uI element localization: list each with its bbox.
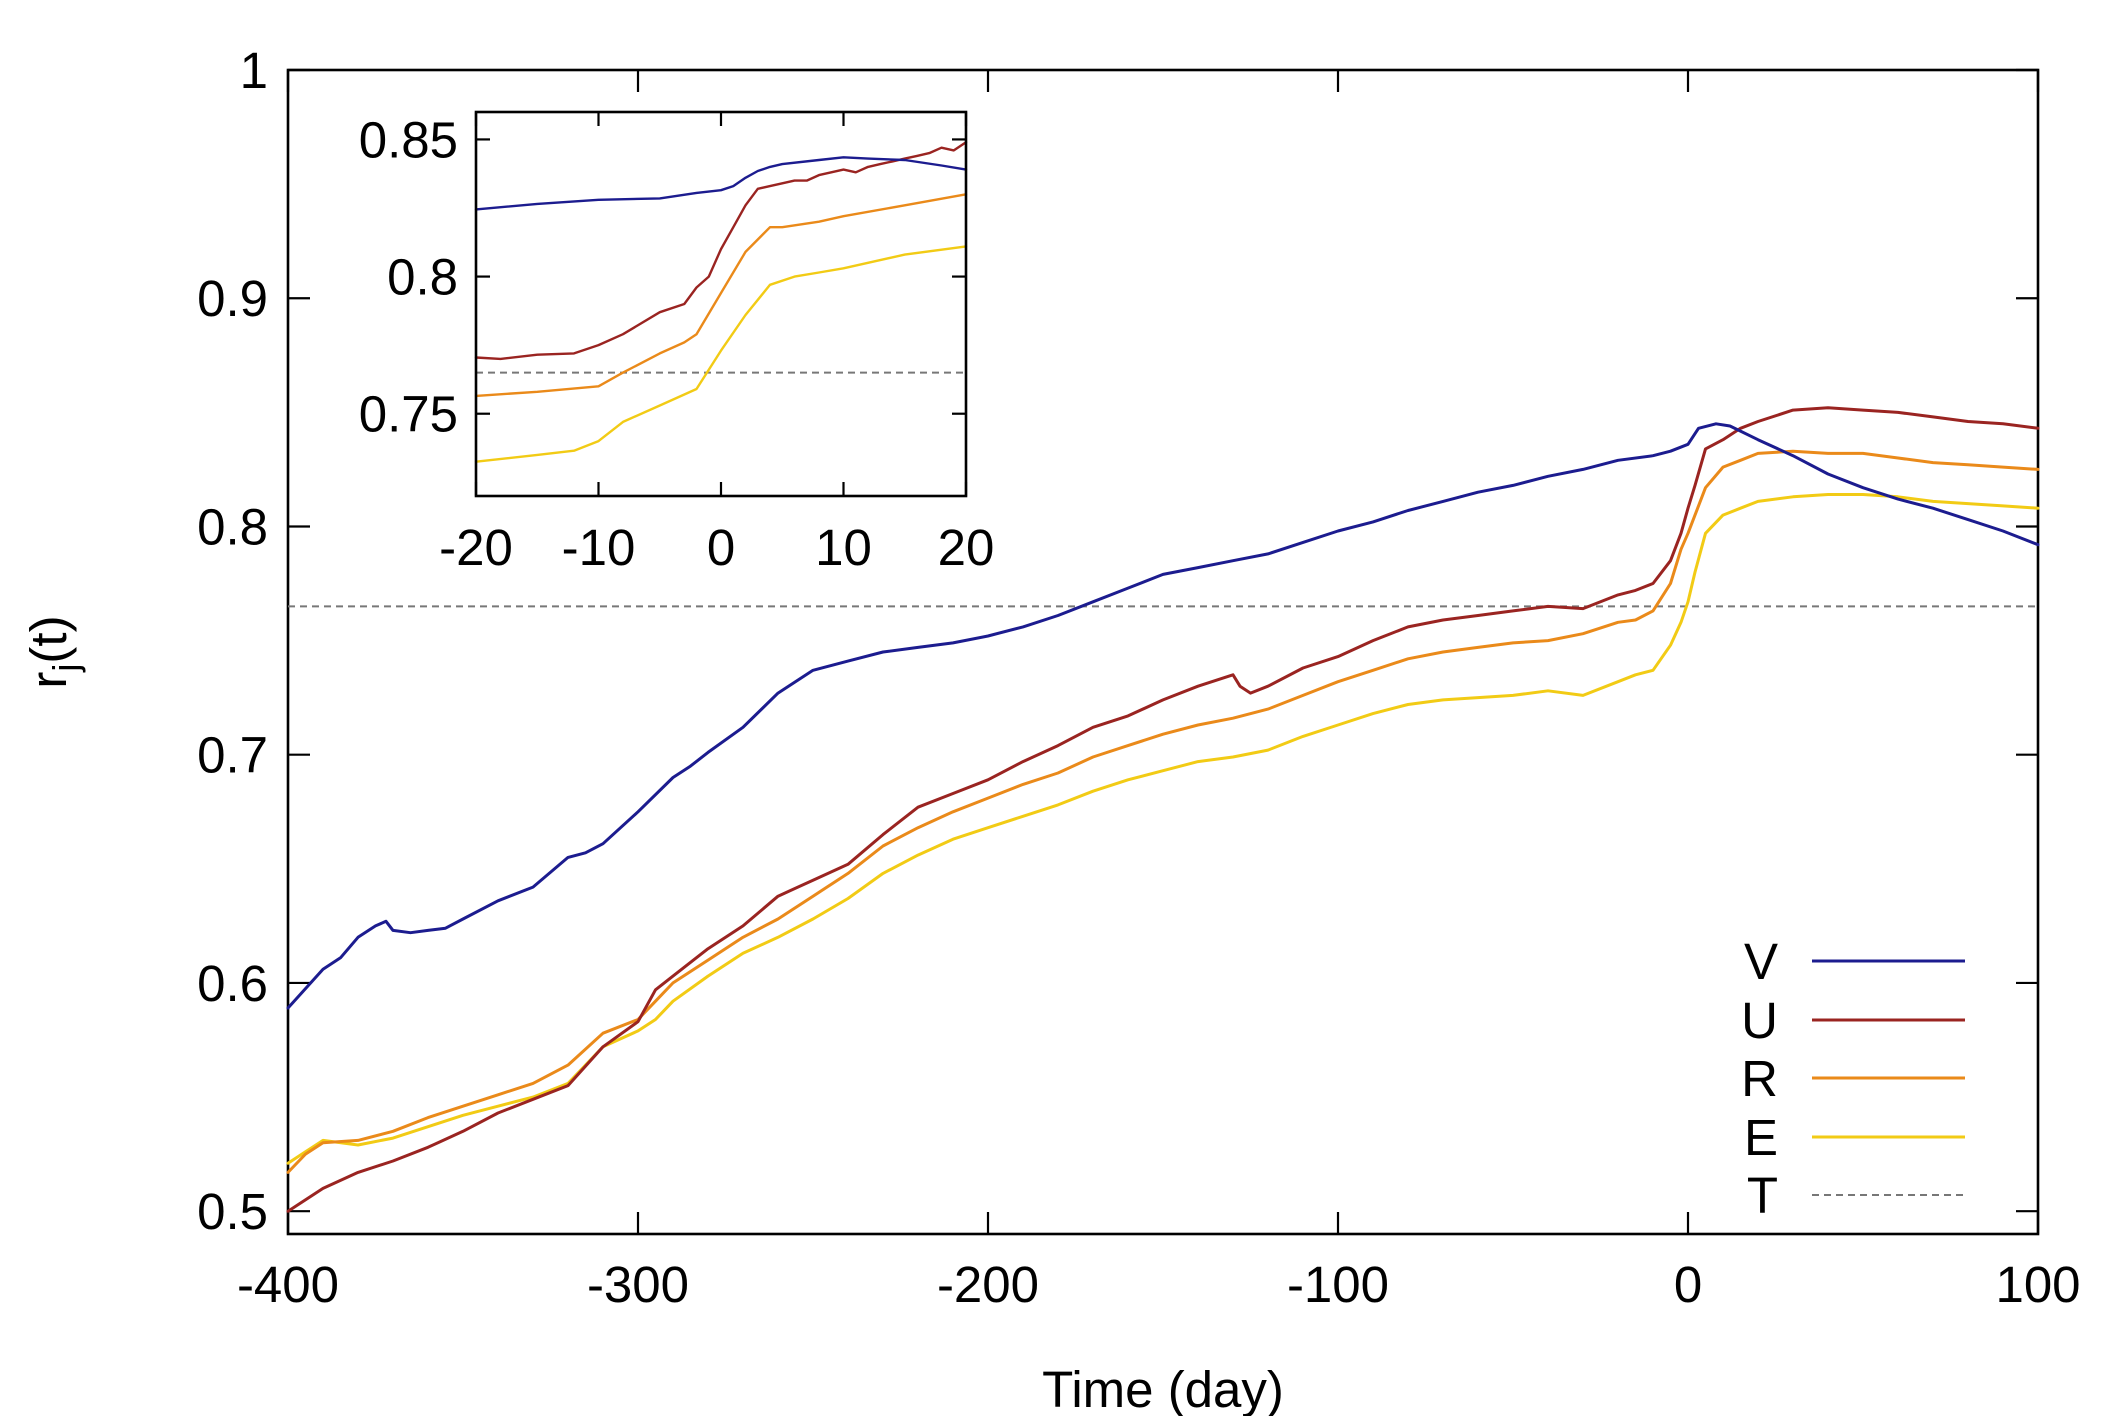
inset-series-group (474, 140, 968, 463)
inset-ticks: -20 -10 0 10 20 0.75 0.8 0.85 (359, 111, 995, 576)
legend-label-V: V (1744, 933, 1778, 990)
inset-x-tick-label-20: 20 (938, 519, 995, 576)
y-axis-label-main: r (20, 672, 77, 689)
inset-background (476, 112, 966, 496)
y-axis-label-subscript: j (45, 664, 86, 673)
main-y-tick-label-0p9: 0.9 (197, 270, 268, 327)
main-x-tick-label-m100: -100 (1287, 1256, 1389, 1313)
main-y-tick-label-0p5: 0.5 (197, 1183, 268, 1240)
main-y-tick-label-0p7: 0.7 (197, 727, 268, 784)
inset-series-line-E (474, 245, 968, 463)
legend-label-U: U (1741, 992, 1778, 1049)
inset-series-line-U (474, 140, 968, 361)
y-axis-label: rj(t) (20, 615, 86, 688)
main-x-tick-label-m300: -300 (587, 1256, 689, 1313)
main-y-tick-label-0p6: 0.6 (197, 955, 268, 1012)
inset-series-line-R (474, 193, 968, 398)
main-series-line-V (286, 422, 2040, 1010)
inset-x-tick-label-m20: -20 (439, 519, 513, 576)
main-plot-frame (286, 68, 2040, 1236)
inset-x-tick-label-0: 0 (707, 519, 735, 576)
legend-label-E: E (1744, 1109, 1778, 1166)
legend-label-R: R (1741, 1050, 1778, 1107)
main-x-tick-label-m200: -200 (937, 1256, 1039, 1313)
legend-label-T: T (1747, 1167, 1778, 1224)
inset-x-tick-label-10: 10 (815, 519, 872, 576)
main-y-tick-label-1: 1 (240, 42, 268, 99)
main-series-group (286, 406, 2040, 1213)
x-axis-label: Time (day) (1042, 1361, 1284, 1416)
inset-y-tick-label-0p85: 0.85 (359, 111, 458, 168)
main-x-tick-label-100: 100 (1995, 1256, 2080, 1313)
main-x-tick-label-m400: -400 (237, 1256, 339, 1313)
inset-y-tick-label-0p75: 0.75 (359, 386, 458, 443)
main-series-line-R (286, 449, 2040, 1174)
inset-y-tick-label-0p8: 0.8 (387, 248, 458, 305)
inset-x-tick-label-m10: -10 (562, 519, 636, 576)
y-axis-label-tail: (t) (20, 615, 77, 663)
main-x-tick-label-0: 0 (1674, 1256, 1702, 1313)
inset-series-line-V (474, 156, 968, 211)
main-series-line-U (286, 406, 2040, 1213)
main-y-tick-label-0p8: 0.8 (197, 498, 268, 555)
